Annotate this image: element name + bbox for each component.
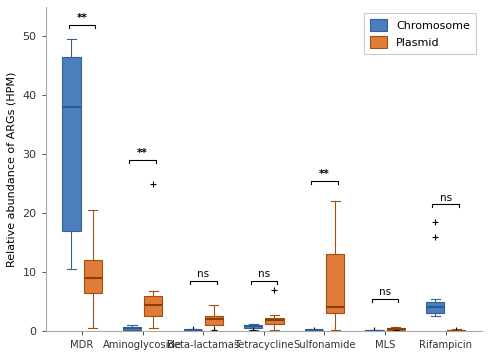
Text: ns: ns <box>378 287 390 297</box>
PathPatch shape <box>447 330 465 331</box>
PathPatch shape <box>265 318 283 324</box>
PathPatch shape <box>62 57 81 231</box>
PathPatch shape <box>325 255 344 313</box>
PathPatch shape <box>244 325 262 328</box>
PathPatch shape <box>144 296 162 316</box>
PathPatch shape <box>122 327 141 330</box>
Text: **: ** <box>137 149 148 159</box>
PathPatch shape <box>425 302 443 313</box>
PathPatch shape <box>83 260 102 293</box>
Legend: Chromosome, Plasmid: Chromosome, Plasmid <box>363 12 475 54</box>
Text: ns: ns <box>257 269 269 279</box>
Y-axis label: Relative abundance of ARGs (HPM): Relative abundance of ARGs (HPM) <box>7 71 17 267</box>
PathPatch shape <box>204 316 223 325</box>
Text: **: ** <box>319 169 329 179</box>
Text: ns: ns <box>197 269 209 279</box>
PathPatch shape <box>183 330 202 331</box>
PathPatch shape <box>304 330 322 331</box>
PathPatch shape <box>365 330 383 331</box>
Text: ns: ns <box>439 192 451 202</box>
PathPatch shape <box>386 328 404 330</box>
Text: **: ** <box>77 13 87 23</box>
